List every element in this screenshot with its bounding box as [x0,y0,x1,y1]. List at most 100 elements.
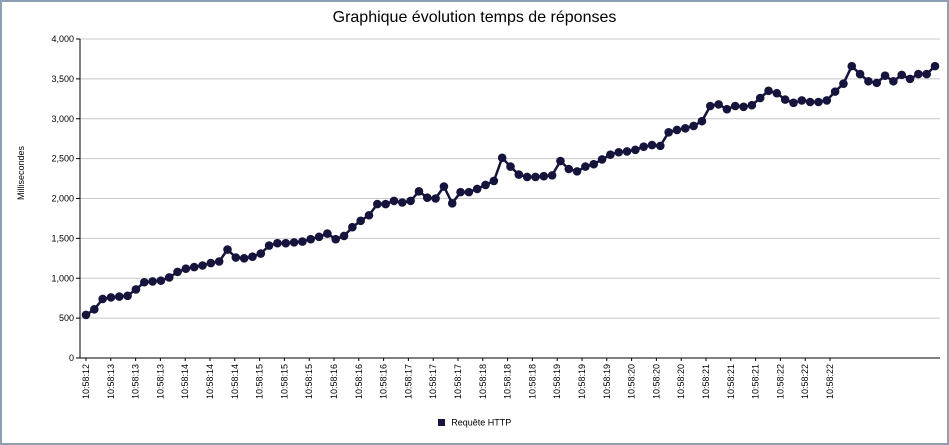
data-point [656,141,665,151]
data-point [556,156,565,166]
x-tick-label: 10:58:21 [726,364,736,399]
data-point [189,262,199,272]
data-point [422,193,432,203]
data-point [539,171,549,181]
data-point [223,245,232,254]
data-point [864,76,873,86]
data-point [331,234,341,244]
data-point [872,78,882,88]
data-point [373,199,382,209]
data-point [106,293,116,302]
y-tick-label: 2,500 [51,154,74,164]
data-point [148,277,157,286]
data-point [755,93,765,103]
data-point [214,257,224,266]
x-tick-label: 10:58:14 [230,364,240,399]
data-point [797,96,807,105]
data-point [547,171,557,180]
data-point [789,98,798,108]
data-point [822,96,832,105]
data-point [597,155,607,164]
data-point [447,198,457,208]
data-point [123,291,132,301]
x-tick-label: 10:58:21 [751,364,761,399]
data-point [855,69,865,79]
data-point [780,95,790,104]
y-tick-label: 0 [69,353,74,363]
data-point [581,162,590,171]
data-point [414,187,424,196]
data-point [356,216,365,226]
x-tick-label: 10:58:16 [354,364,364,399]
data-point [880,71,890,80]
x-tick-label: 10:58:18 [503,364,513,399]
data-point [914,69,923,79]
data-point [389,196,399,206]
data-point [764,86,773,96]
data-point [306,234,316,244]
data-point [697,116,707,126]
data-point [606,150,615,159]
data-point [206,258,216,268]
data-point [98,294,107,304]
data-point [847,61,857,71]
data-point [173,267,182,277]
x-tick-label: 10:58:16 [329,364,339,399]
y-tick-label: 1,000 [51,273,74,283]
data-point [90,305,99,314]
data-point [314,232,324,242]
data-point [231,253,241,262]
data-point [897,70,907,80]
x-tick-label: 10:58:13 [131,364,141,399]
x-tick-label: 10:58:14 [180,364,190,399]
data-point [889,76,898,86]
data-point [431,194,440,203]
chart-title: Graphique évolution temps de réponses [332,9,617,26]
data-point [497,153,507,163]
data-point [830,87,840,96]
data-point [739,102,748,112]
data-point [439,182,449,191]
data-point [364,210,374,220]
data-point [456,187,465,197]
x-tick-label: 10:58:22 [775,364,785,399]
x-tick-label: 10:58:16 [379,364,389,399]
data-point [622,147,632,156]
x-tick-label: 10:58:17 [403,364,413,399]
data-point [248,252,257,262]
data-point [747,100,757,110]
y-tick-label: 3,000 [51,114,74,124]
data-point [839,79,848,88]
data-point [664,128,673,137]
x-tick-label: 10:58:19 [602,364,612,399]
x-tick-label: 10:58:15 [304,364,314,399]
x-tick-label: 10:58:22 [800,364,810,399]
data-point [131,285,141,294]
data-point [722,104,732,114]
data-point [705,101,715,111]
x-tick-label: 10:58:17 [428,364,438,399]
x-tick-label: 10:58:15 [279,364,289,399]
data-point [181,264,191,273]
data-point [814,97,823,107]
data-point [273,238,282,248]
data-point [472,184,482,194]
y-tick-label: 500 [59,313,74,323]
x-tick-label: 10:58:20 [627,364,637,399]
data-point [481,180,490,190]
data-point [397,198,407,207]
data-point [139,277,149,287]
data-point [256,249,266,258]
data-point [156,276,166,285]
data-point [506,162,515,171]
data-point [114,292,124,301]
legend-marker [437,419,445,427]
data-point [631,145,640,155]
data-point [323,229,332,238]
x-tick-label: 10:58:21 [701,364,711,399]
data-point [639,142,648,151]
data-point [281,238,291,248]
y-tick-label: 2,000 [51,194,74,204]
data-point [714,100,723,109]
